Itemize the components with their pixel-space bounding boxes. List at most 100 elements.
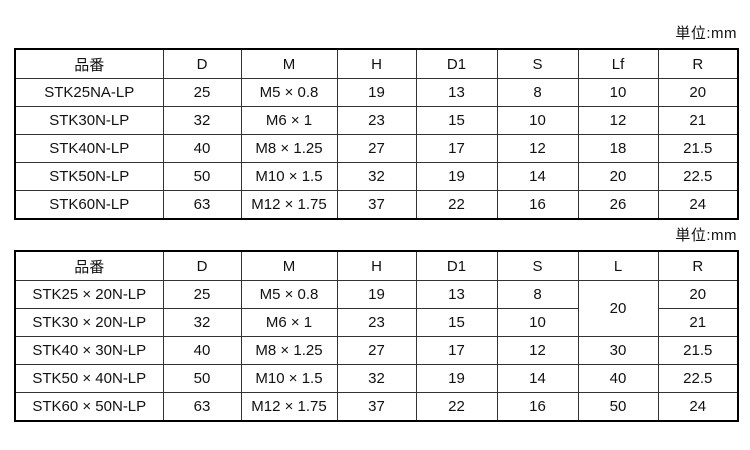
column-header: L [577,250,659,281]
value-cell: 15 [415,106,498,135]
table-body: STK25NA-LP 25 M5 × 0.8 19 13 8 10 20 STK30N-LP 32… [14,78,739,220]
spec-table-upper: 品番 D M H D1 S Lf R STK25NA-LP 25 M5 × 0.8 19 13 8 10 2… [14,48,739,220]
value-cell: 63 [162,190,242,220]
value-cell: 21 [657,106,739,135]
column-header: R [657,250,739,281]
value-cell: 21 [657,308,739,337]
value-cell: M8 × 1.25 [240,134,338,163]
value-cell: 50 [162,364,242,393]
value-cell: M5 × 0.8 [240,78,338,107]
column-header: R [657,48,739,79]
column-header: M [240,250,338,281]
value-cell: 40 [162,336,242,365]
part-number-cell: STK50 × 40N-LP [14,364,164,393]
value-cell: 50 [577,392,659,422]
value-cell: 19 [336,78,417,107]
header-row: 品番 D M H D1 S Lf R [14,48,739,79]
value-cell: M10 × 1.5 [240,364,338,393]
value-cell: 25 [162,280,242,309]
value-cell: 26 [577,190,659,220]
value-cell: M6 × 1 [240,308,338,337]
unit-label: 単位:mm [675,25,737,42]
value-cell: 23 [336,106,417,135]
value-cell: 27 [336,134,417,163]
table-row: STK40N-LP 40 M8 × 1.25 27 17 12 18 21.5 [14,134,739,163]
value-cell: 22.5 [657,364,739,393]
value-cell: 18 [577,134,659,163]
table-header-row: 品番 D M H D1 S L R [14,250,739,281]
value-cell: 32 [162,106,242,135]
value-cell: 50 [162,162,242,191]
value-cell: 13 [415,280,498,309]
value-cell: M5 × 0.8 [240,280,338,309]
table-row: STK25 × 20N-LP 25 M5 × 0.8 19 13 8 20 20 [14,280,739,337]
unit-label: 単位:mm [675,227,737,244]
column-header: M [240,48,338,79]
part-number-cell: STK25NA-LP [14,78,164,107]
value-cell: 12 [496,134,579,163]
value-cell: 19 [336,280,417,309]
value-cell: 40 [162,134,242,163]
part-number-cell: STK40 × 30N-LP [14,336,164,365]
column-header: D [162,48,242,79]
value-cell: 20 [657,78,739,107]
value-cell: 37 [336,190,417,220]
value-cell: 14 [496,364,579,393]
value-cell: 20 [657,280,739,309]
header-row: 品番 D M H D1 S L R [14,250,739,281]
part-number-cell: STK30 × 20N-LP [14,308,164,337]
value-cell: 12 [577,106,659,135]
spec-table-lower: 品番 D M H D1 S L R STK25 × 20N-LP 25 M5 × 0.8 19 13 8… [14,250,739,422]
value-cell: 8 [496,78,579,107]
value-cell: 32 [336,162,417,191]
value-cell: 17 [415,336,498,365]
column-header: Lf [577,48,659,79]
table-row: STK30 × 20N-LP 32 M6 × 1 23 15 10 21 [14,308,739,337]
part-number-cell: STK30N-LP [14,106,164,135]
column-header: 品番 [14,250,164,281]
value-cell: 20 [577,162,659,191]
value-cell: M12 × 1.75 [240,392,338,422]
value-cell: 19 [415,162,498,191]
value-cell: 23 [336,308,417,337]
value-cell: 25 [162,78,242,107]
value-cell: 16 [496,190,579,220]
column-header: D [162,250,242,281]
part-number-cell: STK40N-LP [14,134,164,163]
value-cell: 30 [577,336,659,365]
column-header: H [336,250,417,281]
column-header: H [336,48,417,79]
column-header: D1 [415,48,498,79]
part-number-cell: STK60 × 50N-LP [14,392,164,422]
value-cell: 8 [496,280,579,309]
value-cell: 20 [577,280,659,337]
value-cell: 37 [336,392,417,422]
value-cell: M10 × 1.5 [240,162,338,191]
value-cell: 21.5 [657,134,739,163]
value-cell: 10 [577,78,659,107]
column-header: D1 [415,250,498,281]
table-row: STK60 × 50N-LP 63 M12 × 1.75 37 22 16 50 24 [14,392,739,422]
part-number-cell: STK50N-LP [14,162,164,191]
value-cell: 19 [415,364,498,393]
value-cell: 22 [415,190,498,220]
table-body: STK25 × 20N-LP 25 M5 × 0.8 19 13 8 20 20 STK30 ×… [14,280,739,422]
part-number-cell: STK60N-LP [14,190,164,220]
value-cell: 12 [496,336,579,365]
table-row: STK40 × 30N-LP 40 M8 × 1.25 27 17 12 30 21.5 [14,336,739,365]
value-cell: 21.5 [657,336,739,365]
value-cell: M6 × 1 [240,106,338,135]
column-header: S [496,48,579,79]
value-cell: 22.5 [657,162,739,191]
value-cell: 40 [577,364,659,393]
value-cell: 63 [162,392,242,422]
column-header: 品番 [14,48,164,79]
value-cell: 16 [496,392,579,422]
table-header-row: 品番 D M H D1 S Lf R [14,48,739,79]
value-cell: 17 [415,134,498,163]
table-row: STK50 × 40N-LP 50 M10 × 1.5 32 19 14 40 22.5 [14,364,739,393]
value-cell: 27 [336,336,417,365]
value-cell: 13 [415,78,498,107]
value-cell: 15 [415,308,498,337]
